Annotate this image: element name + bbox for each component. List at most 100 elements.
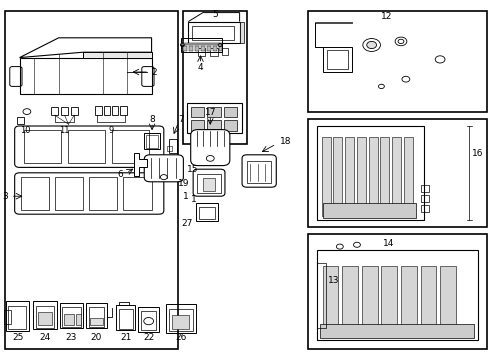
Polygon shape (20, 38, 151, 58)
Bar (322, 266, 338, 337)
Circle shape (362, 39, 380, 51)
Text: 22: 22 (142, 333, 154, 342)
Bar (36, 306, 54, 328)
Circle shape (336, 244, 343, 249)
Bar (6, 301, 29, 331)
FancyBboxPatch shape (242, 155, 276, 187)
FancyBboxPatch shape (193, 169, 224, 196)
Bar (112, 106, 118, 115)
Bar (320, 324, 473, 338)
Bar (168, 139, 176, 153)
Bar (119, 309, 132, 329)
Bar (68, 130, 105, 163)
Bar (138, 307, 159, 332)
Bar (316, 250, 477, 340)
Bar (195, 203, 217, 221)
Bar (112, 130, 149, 163)
Text: 16: 16 (471, 149, 483, 158)
Bar (95, 106, 102, 115)
Text: 10: 10 (20, 126, 31, 135)
Bar (198, 48, 205, 56)
Bar (420, 266, 435, 337)
Bar (89, 177, 117, 210)
FancyBboxPatch shape (190, 130, 229, 166)
Text: 4: 4 (197, 63, 203, 72)
Bar (391, 137, 400, 216)
Bar (169, 309, 192, 331)
Text: 26: 26 (175, 333, 186, 342)
Bar (61, 107, 68, 115)
Bar (380, 137, 388, 216)
Bar (195, 46, 199, 51)
Bar (188, 22, 239, 43)
Bar (400, 266, 416, 337)
Bar (120, 106, 126, 115)
Text: 6: 6 (117, 171, 123, 180)
Circle shape (366, 41, 376, 49)
Bar (239, 22, 244, 43)
Bar (116, 305, 135, 330)
Bar (62, 307, 81, 327)
Bar (342, 266, 357, 337)
Bar (20, 177, 49, 210)
Bar (307, 119, 486, 227)
Bar (192, 26, 233, 40)
Bar (181, 38, 222, 52)
Bar (207, 107, 220, 117)
Bar (218, 46, 222, 51)
Text: 8: 8 (149, 115, 155, 124)
Text: 15: 15 (187, 165, 199, 174)
Bar (183, 11, 246, 144)
Bar (222, 48, 228, 55)
Bar (123, 177, 151, 210)
Text: 18: 18 (279, 137, 291, 146)
Bar (420, 205, 428, 212)
Bar (207, 120, 220, 131)
Bar (166, 304, 195, 333)
Bar (420, 195, 428, 202)
Text: 12: 12 (380, 12, 391, 21)
Text: 20: 20 (90, 333, 102, 342)
Bar (316, 126, 424, 220)
Bar (172, 315, 189, 329)
Bar (307, 11, 486, 112)
Bar (8, 306, 26, 329)
Text: 13: 13 (327, 276, 339, 285)
Bar (201, 46, 204, 51)
Bar (71, 107, 78, 115)
Bar (333, 137, 342, 216)
Text: 11: 11 (59, 126, 70, 135)
Circle shape (394, 37, 406, 46)
Bar (203, 178, 215, 191)
Bar (361, 266, 377, 337)
Bar (210, 48, 217, 56)
Bar (198, 207, 214, 219)
Bar (321, 137, 330, 216)
Bar (368, 137, 377, 216)
Text: 2: 2 (151, 68, 157, 77)
Bar (144, 133, 160, 149)
Bar (187, 103, 242, 133)
Bar (381, 266, 396, 337)
Bar (55, 177, 83, 210)
Text: 3: 3 (2, 192, 8, 201)
Text: 24: 24 (39, 333, 51, 342)
Bar (212, 46, 216, 51)
Text: 1: 1 (183, 192, 189, 201)
Bar (181, 43, 222, 45)
Bar (60, 303, 83, 328)
Bar (322, 47, 351, 72)
Bar (86, 303, 106, 328)
Bar (17, 117, 24, 124)
Bar (206, 46, 210, 51)
Circle shape (353, 242, 360, 247)
Bar (224, 120, 237, 131)
Bar (197, 174, 221, 193)
Circle shape (401, 76, 409, 82)
Bar (88, 307, 104, 327)
Circle shape (434, 56, 444, 63)
Text: 27: 27 (182, 219, 193, 228)
Bar (38, 312, 52, 325)
Polygon shape (83, 52, 151, 58)
Bar (51, 107, 58, 115)
